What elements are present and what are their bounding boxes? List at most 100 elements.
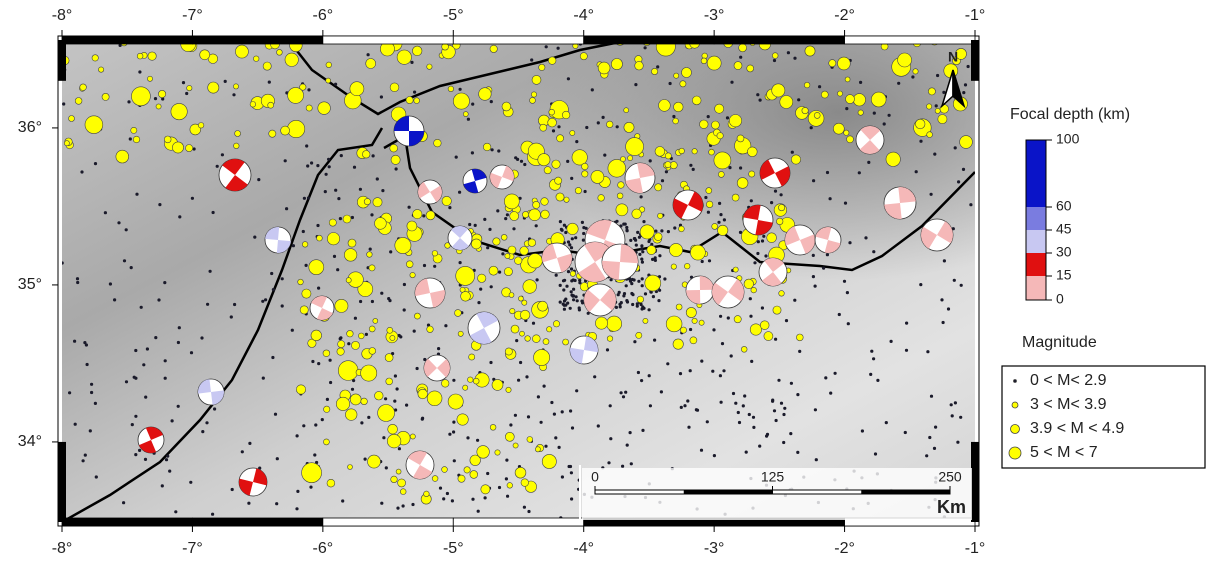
small-event (505, 459, 508, 462)
event (632, 209, 642, 219)
small-event (634, 83, 637, 86)
frame-bar (62, 518, 192, 526)
small-event (777, 379, 780, 382)
event (544, 167, 551, 174)
small-event (437, 347, 440, 350)
small-event (559, 220, 562, 223)
event (533, 201, 540, 208)
small-event (722, 369, 725, 372)
event (463, 385, 468, 390)
event (711, 121, 719, 129)
small-event (359, 300, 362, 303)
event (582, 163, 589, 170)
small-event (185, 92, 188, 95)
focal-mechanism (265, 227, 291, 253)
event (658, 213, 663, 218)
small-event (211, 513, 214, 516)
event (269, 130, 276, 137)
event (739, 44, 747, 52)
small-event (570, 177, 573, 180)
small-event (954, 401, 957, 404)
event (373, 318, 378, 323)
event (137, 53, 143, 59)
small-event (371, 300, 374, 303)
event (461, 291, 471, 301)
small-event (576, 299, 579, 302)
event (366, 59, 376, 69)
small-event (76, 281, 79, 284)
small-event (442, 497, 445, 500)
small-event (625, 284, 628, 287)
magnitude-symbol (1009, 447, 1021, 459)
event (538, 301, 548, 311)
event (844, 130, 849, 135)
event (591, 170, 604, 183)
small-event (707, 211, 710, 214)
small-event (459, 88, 462, 91)
small-event (641, 277, 644, 280)
small-event (302, 424, 305, 427)
small-event (471, 103, 474, 106)
small-event (787, 51, 790, 54)
small-event (679, 372, 682, 375)
small-event (631, 293, 634, 296)
event (427, 391, 442, 406)
small-event (658, 254, 661, 257)
small-event (570, 279, 573, 282)
small-event (569, 409, 572, 412)
event (345, 409, 357, 421)
event (442, 467, 448, 473)
small-event (640, 244, 643, 247)
event (233, 84, 238, 89)
event (400, 489, 406, 495)
small-event (774, 338, 777, 341)
small-event (633, 340, 636, 343)
small-event (826, 171, 829, 174)
small-event (276, 457, 279, 460)
small-event (268, 81, 271, 84)
small-event (563, 224, 566, 227)
small-event (364, 458, 367, 461)
small-event (847, 322, 850, 325)
small-event (783, 407, 786, 410)
small-event (514, 414, 517, 417)
frame-bar (323, 518, 453, 526)
colorbar-block (1026, 140, 1046, 207)
small-event (737, 411, 740, 414)
focal-mechanism (239, 468, 267, 496)
event (235, 45, 248, 58)
depth-colorbar: 100604530150 (1026, 131, 1080, 307)
event (442, 196, 451, 205)
event (525, 336, 531, 342)
event (387, 327, 393, 333)
small-event (94, 162, 97, 165)
event (477, 446, 490, 459)
event (690, 245, 705, 260)
small-event (749, 297, 752, 300)
small-event (872, 357, 875, 360)
small-event (142, 363, 145, 366)
small-event (933, 447, 936, 450)
small-event (750, 199, 753, 202)
event (655, 184, 662, 191)
event (552, 160, 560, 168)
event (64, 141, 69, 146)
small-event (452, 430, 455, 433)
small-event (829, 392, 832, 395)
small-event (756, 93, 759, 96)
small-event (564, 298, 567, 301)
small-event (398, 447, 401, 450)
event (671, 264, 676, 269)
small-event (617, 293, 620, 296)
small-event (861, 429, 864, 432)
small-event (310, 161, 313, 164)
small-event (517, 379, 520, 382)
small-event (474, 224, 477, 227)
small-event (498, 271, 501, 274)
event (534, 349, 550, 365)
small-event (459, 261, 462, 264)
small-event (178, 326, 181, 329)
event (618, 182, 625, 189)
small-event (157, 298, 160, 301)
small-event (360, 421, 363, 424)
